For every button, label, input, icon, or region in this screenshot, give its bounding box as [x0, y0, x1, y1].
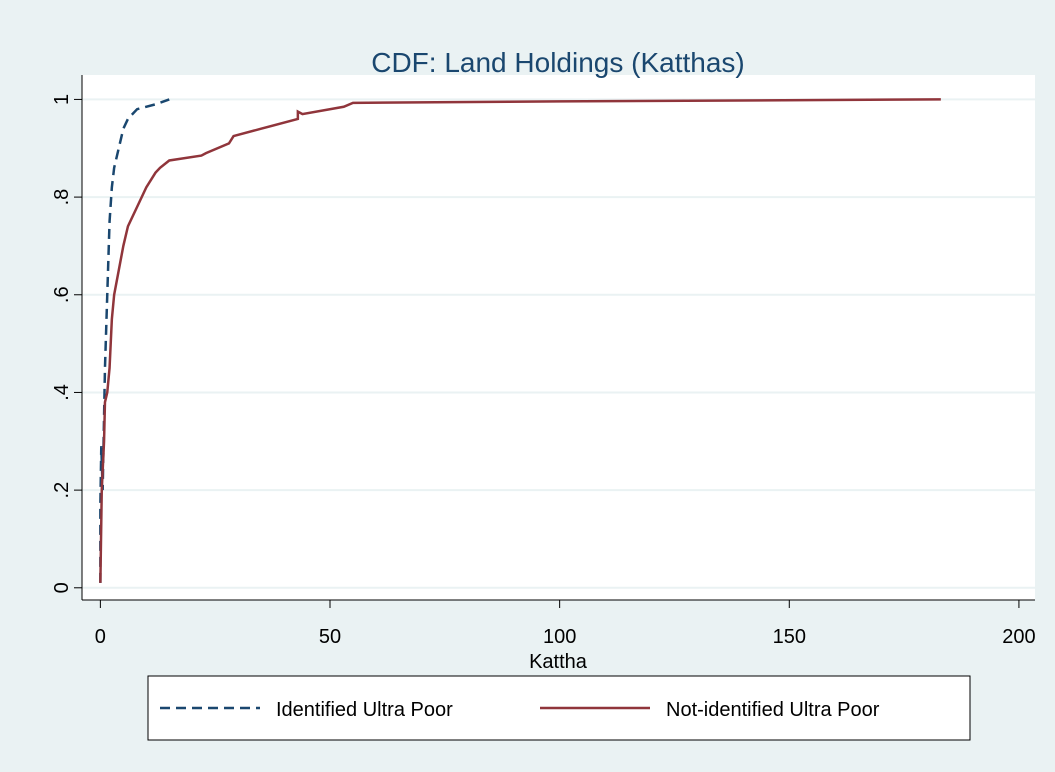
x-tick-label: 50 [319, 626, 341, 648]
y-tick-label: .4 [51, 384, 73, 401]
plot-area [82, 75, 1035, 600]
y-tick-label: .6 [51, 286, 73, 303]
x-axis-label: Kattha [529, 651, 588, 673]
legend-label: Identified Ultra Poor [276, 699, 453, 721]
y-tick-label: .8 [51, 189, 73, 206]
y-tick-label: .2 [51, 482, 73, 499]
legend-label: Not-identified Ultra Poor [666, 699, 880, 721]
y-tick-label: 0 [51, 582, 73, 593]
x-tick-label: 150 [773, 626, 806, 648]
line [99, 98, 941, 583]
y-tick-label: 1 [51, 94, 73, 105]
x-tick-label: 0 [95, 626, 106, 648]
x-tick-label: 100 [543, 626, 576, 648]
x-tick-label: 200 [1002, 626, 1035, 648]
chart-title: CDF: Land Holdings (Katthas) [371, 47, 745, 78]
